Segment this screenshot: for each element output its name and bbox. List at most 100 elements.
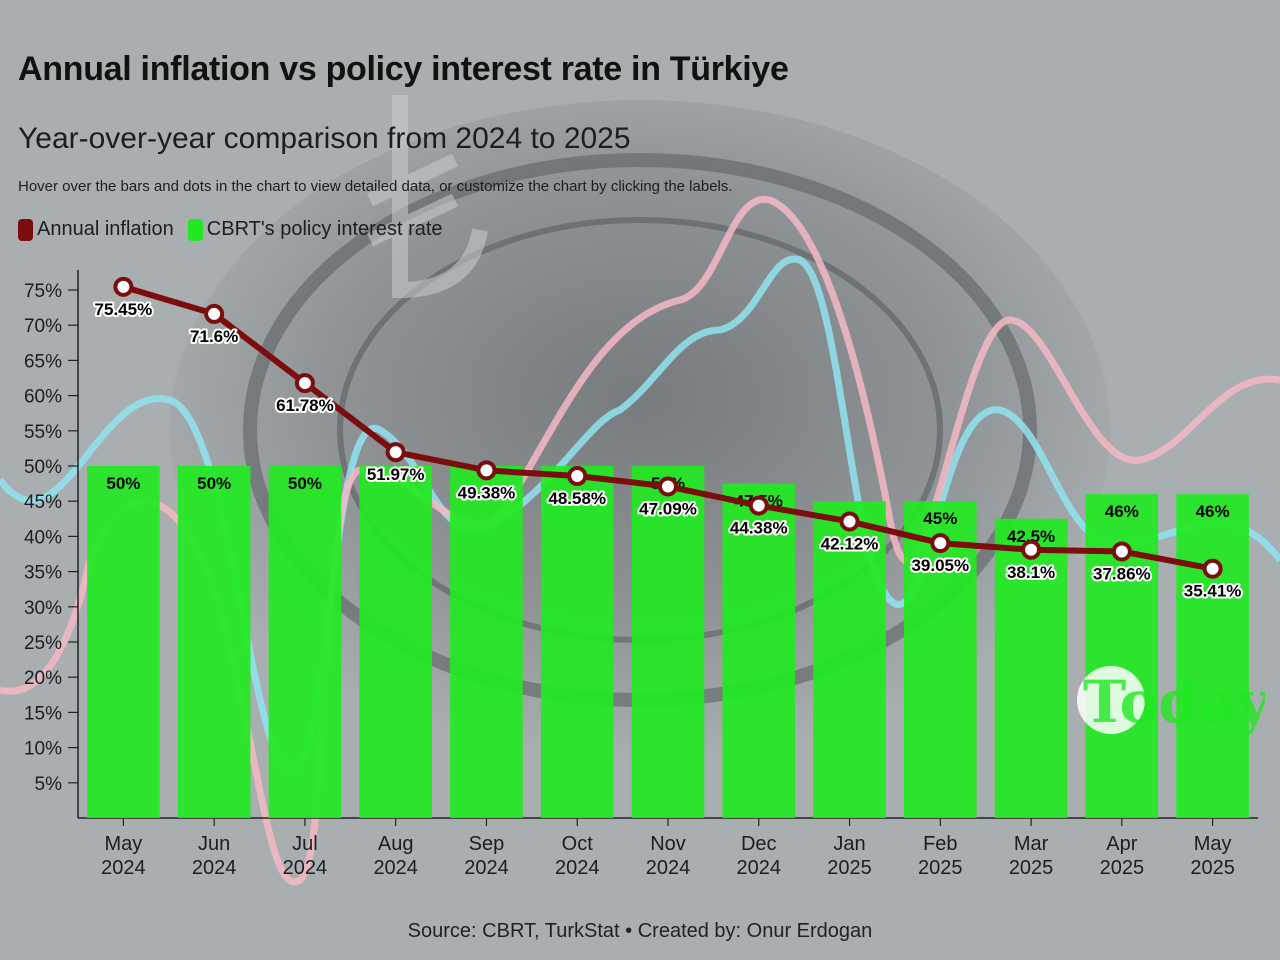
inflation-point[interactable] <box>476 460 497 481</box>
x-tick-label-month: Jan <box>833 833 865 855</box>
x-tick-label-year: 2025 <box>1009 857 1054 879</box>
bar-data-label: 42.5% <box>1007 527 1055 546</box>
inflation-point[interactable] <box>113 276 134 297</box>
x-tick-label-year: 2024 <box>283 857 328 879</box>
x-tick-label-month: Dec <box>741 833 777 855</box>
bar-policy-rate[interactable] <box>268 466 342 818</box>
bar-policy-rate[interactable] <box>631 466 705 818</box>
bar-policy-rate[interactable] <box>359 466 432 818</box>
x-tick-label-year: 2024 <box>646 857 691 879</box>
y-tick-label: 15% <box>24 703 62 724</box>
inflation-data-label: 47.09% <box>639 499 697 518</box>
lira-symbol-icon <box>367 95 488 299</box>
x-tick-label-month: Mar <box>1014 833 1049 855</box>
y-tick-label: 25% <box>24 633 62 654</box>
inflation-point[interactable] <box>385 442 406 463</box>
bar-data-label: 50% <box>197 474 231 493</box>
x-tick-label-month: Jun <box>198 833 230 855</box>
x-tick-label-year: 2024 <box>373 857 418 879</box>
y-tick-label: 10% <box>24 739 62 760</box>
bar-data-label: 50% <box>106 474 140 493</box>
inflation-point[interactable] <box>1202 558 1223 579</box>
bar-policy-rate[interactable] <box>722 483 796 818</box>
svg-text:Today: Today <box>1083 668 1265 736</box>
y-tick-label: 5% <box>35 774 63 795</box>
x-tick-label-year: 2024 <box>464 857 509 879</box>
today-logo: Today <box>1077 666 1265 736</box>
bar-policy-rate[interactable] <box>994 518 1068 818</box>
y-tick-label: 50% <box>24 457 62 478</box>
x-tick-label-year: 2025 <box>1190 857 1235 879</box>
legend-swatch-policy-rate <box>187 218 203 241</box>
inflation-data-label: 75.45% <box>95 300 153 319</box>
inflation-data-label: 35.41% <box>1184 582 1242 601</box>
chart-subtitle: Year-over-year comparison from 2024 to 2… <box>18 122 631 155</box>
x-tick-label-year: 2024 <box>555 857 600 879</box>
y-tick-label: 75% <box>24 281 62 302</box>
inflation-data-label: 38.1% <box>1007 563 1055 582</box>
inflation-data-label: 42.12% <box>821 534 879 553</box>
legend-item-inflation[interactable]: Annual inflation <box>18 218 174 241</box>
bar-policy-rate[interactable] <box>87 466 160 818</box>
legend-label-inflation: Annual inflation <box>37 218 174 240</box>
x-tick-label-month: Nov <box>650 833 686 855</box>
bar-policy-rate[interactable] <box>450 466 523 818</box>
y-tick-label: 70% <box>24 316 62 337</box>
inflation-data-label: 48.58% <box>548 489 606 508</box>
inflation-point[interactable] <box>1021 539 1042 560</box>
y-tick-label: 55% <box>24 422 62 443</box>
y-tick-label: 35% <box>24 563 62 584</box>
inflation-data-label: 39.05% <box>911 556 969 575</box>
inflation-data-label: 51.97% <box>367 465 425 484</box>
inflation-point[interactable] <box>658 476 678 497</box>
bar-policy-rate[interactable] <box>904 501 977 818</box>
inflation-data-label: 49.38% <box>458 483 516 502</box>
inflation-data-label: 71.6% <box>190 327 238 346</box>
source-note: Source: CBRT, TurkStat • Created by: Onu… <box>407 920 873 942</box>
bar-data-label: 46% <box>1196 502 1230 521</box>
x-tick-label-month: Aug <box>378 833 414 855</box>
x-tick-label-year: 2024 <box>192 857 237 879</box>
x-tick-label-year: 2025 <box>827 857 872 879</box>
x-tick-label-month: Oct <box>562 833 594 855</box>
x-tick-label-month: May <box>104 833 142 855</box>
x-tick-label-year: 2024 <box>737 857 782 879</box>
inflation-point[interactable] <box>1111 541 1132 562</box>
x-tick-label-month: Sep <box>469 833 505 855</box>
bar-data-label: 50% <box>288 474 322 493</box>
y-tick-label: 40% <box>24 527 62 548</box>
bar-policy-rate[interactable] <box>177 466 251 818</box>
inflation-point[interactable] <box>930 533 951 554</box>
bar-data-label: 45% <box>923 509 957 528</box>
inflation-data-label: 61.78% <box>276 396 334 415</box>
y-tick-label: 30% <box>24 598 62 619</box>
x-tick-label-month: Apr <box>1106 833 1137 855</box>
x-tick-label-year: 2024 <box>101 857 146 879</box>
chart-title: Annual inflation vs policy interest rate… <box>18 50 789 88</box>
y-tick-label: 20% <box>24 668 62 689</box>
x-tick-label-month: Jul <box>292 833 318 855</box>
bar-policy-rate[interactable] <box>813 501 886 818</box>
inflation-point[interactable] <box>567 465 588 486</box>
x-tick-label-month: May <box>1194 833 1232 855</box>
x-tick-label-year: 2025 <box>918 857 963 879</box>
y-tick-label: 45% <box>24 492 62 513</box>
chart-note: Hover over the bars and dots in the char… <box>18 178 733 195</box>
x-tick-label-month: Feb <box>923 833 957 855</box>
legend-label-policy-rate: CBRT's policy interest rate <box>206 218 443 240</box>
legend: Annual inflation CBRT's policy interest … <box>18 218 443 241</box>
inflation-data-label: 37.86% <box>1093 564 1151 583</box>
inflation-point[interactable] <box>294 373 315 394</box>
inflation-point[interactable] <box>839 511 860 532</box>
legend-swatch-inflation <box>18 218 33 241</box>
bar-policy-rate[interactable] <box>1176 494 1249 818</box>
x-tick-label-year: 2025 <box>1100 857 1145 879</box>
y-tick-label: 60% <box>24 387 62 408</box>
inflation-data-label: 44.38% <box>730 519 788 538</box>
inflation-point[interactable] <box>204 303 225 324</box>
legend-item-policy-rate[interactable]: CBRT's policy interest rate <box>187 218 443 241</box>
inflation-point[interactable] <box>748 495 769 516</box>
bar-policy-rate[interactable] <box>540 466 614 818</box>
y-tick-label: 65% <box>24 351 62 372</box>
